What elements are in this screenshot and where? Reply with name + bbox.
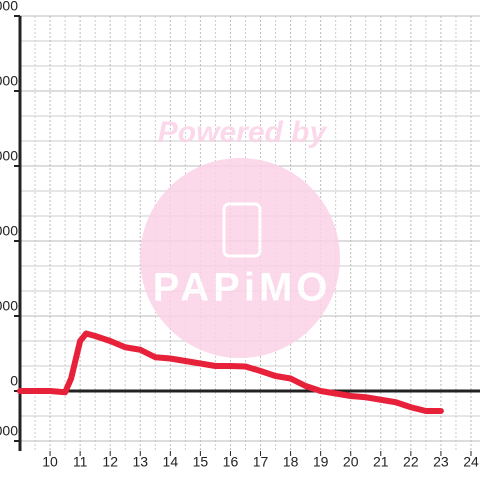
x-tick-label: 15	[193, 454, 209, 470]
x-tick-label: 17	[253, 454, 269, 470]
x-tick-label: 19	[313, 454, 329, 470]
y-tick-label: 120,000	[0, 73, 18, 89]
x-tick-label: 10	[42, 454, 58, 470]
y-tick-label: 30,000	[0, 298, 18, 314]
x-tick-label: 23	[433, 454, 449, 470]
x-tick-label: 20	[343, 454, 359, 470]
x-tick-label: 12	[102, 454, 118, 470]
x-tick-label: 24	[463, 454, 479, 470]
watermark-circle	[140, 158, 340, 358]
watermark: PAPiMO Powered by	[140, 116, 340, 358]
x-tick-label: 21	[373, 454, 389, 470]
x-tick-label: 14	[163, 454, 179, 470]
x-tick-label: 16	[223, 454, 239, 470]
x-tick-label: 13	[132, 454, 148, 470]
watermark-phone	[222, 202, 262, 258]
watermark-text: Powered by	[158, 116, 328, 149]
x-tick-label: 22	[403, 454, 419, 470]
y-tick-label: 150,000	[0, 0, 18, 14]
watermark-logo: PAPiMO	[153, 266, 332, 310]
y-tick-label: 60,000	[0, 223, 18, 239]
y-tick-label: 90,000	[0, 148, 18, 164]
x-tick-label: 18	[283, 454, 299, 470]
x-tick-label: 11	[73, 454, 88, 470]
y-tick-label: -20,000	[0, 423, 18, 439]
data-line	[17, 330, 444, 414]
y-tick-label: 0	[10, 373, 18, 389]
